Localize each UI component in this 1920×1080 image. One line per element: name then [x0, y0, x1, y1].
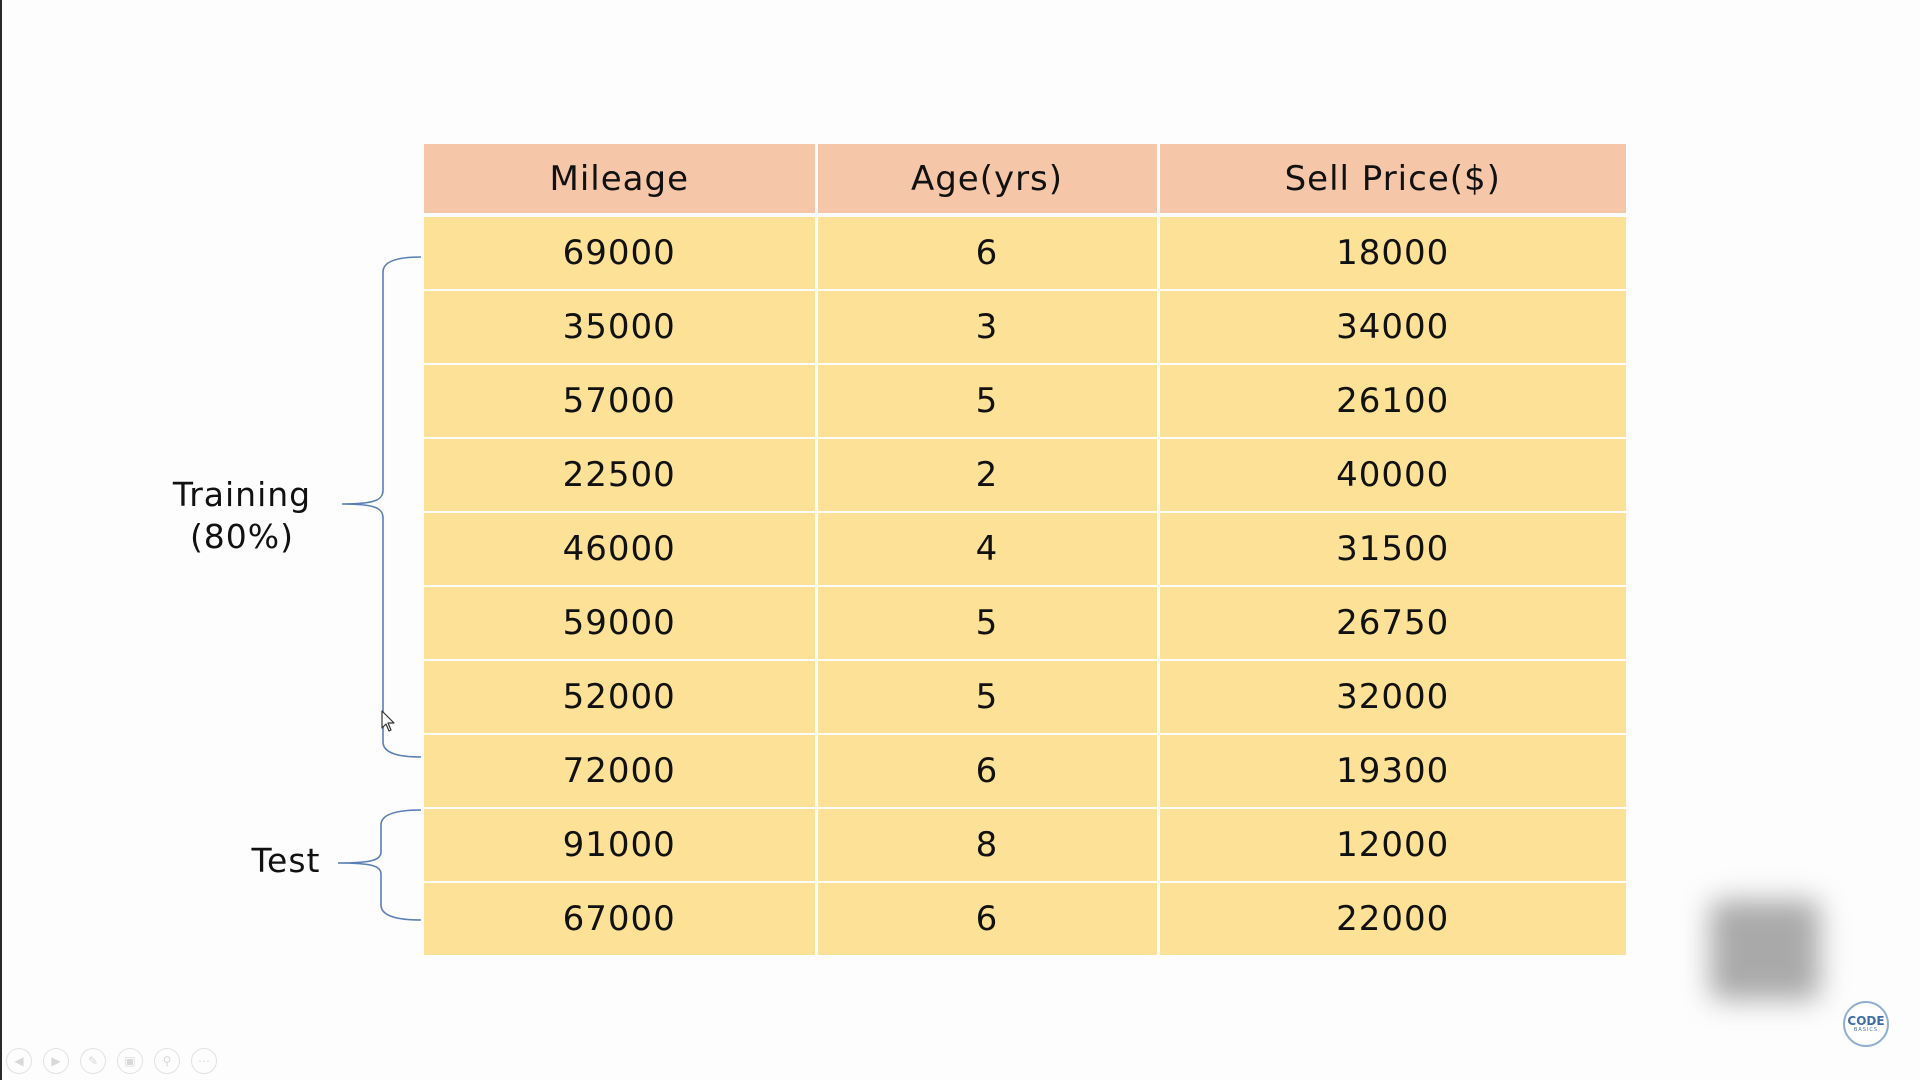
cell-sell-price: 12000: [1158, 808, 1626, 883]
cell-mileage: 59000: [424, 586, 818, 661]
window-left-edge: [0, 0, 2, 1080]
cell-age: 5: [816, 660, 1160, 735]
cell-sell-price: 31500: [1158, 512, 1626, 587]
cell-mileage: 69000: [424, 215, 818, 291]
cell-age: 5: [816, 586, 1160, 661]
training-label-line1: Training: [172, 475, 312, 514]
next-icon[interactable]: ▶: [43, 1048, 69, 1074]
data-table: Mileage Age(yrs) Sell Price($) 69000 6 1…: [424, 144, 1626, 955]
cell-age: 6: [816, 882, 1160, 955]
cell-sell-price: 26750: [1158, 586, 1626, 661]
cell-age: 2: [816, 438, 1160, 513]
table-row: 91000 8 12000: [424, 808, 1626, 883]
table-header-row: Mileage Age(yrs) Sell Price($): [424, 144, 1626, 217]
table-row: 69000 6 18000: [424, 215, 1626, 291]
mouse-pointer-icon: [381, 710, 395, 732]
cell-mileage: 57000: [424, 364, 818, 439]
cell-sell-price: 32000: [1158, 660, 1626, 735]
table-row: 22500 2 40000: [424, 438, 1626, 513]
training-label-line2: (80%): [189, 517, 295, 556]
cell-sell-price: 26100: [1158, 364, 1626, 439]
cell-mileage: 35000: [424, 290, 818, 365]
codebasics-logo: CODE BASICS: [1843, 1001, 1889, 1047]
table-row: 52000 5 32000: [424, 660, 1626, 735]
cell-age: 5: [816, 364, 1160, 439]
cell-sell-price: 22000: [1158, 882, 1626, 955]
header-age: Age(yrs): [816, 144, 1160, 217]
slides-icon[interactable]: ▣: [117, 1048, 143, 1074]
table-row: 67000 6 22000: [424, 882, 1626, 955]
table-row: 35000 3 34000: [424, 290, 1626, 365]
cell-sell-price: 18000: [1158, 215, 1626, 291]
pen-icon[interactable]: ✎: [80, 1048, 106, 1074]
test-label: Test: [251, 841, 321, 880]
table-row: 46000 4 31500: [424, 512, 1626, 587]
cell-mileage: 67000: [424, 882, 818, 955]
test-brace-icon: [337, 809, 422, 921]
table-row: 72000 6 19300: [424, 734, 1626, 809]
webcam-overlay: [1710, 900, 1820, 1000]
training-brace-icon: [341, 256, 422, 758]
presentation-controls: ◀ ▶ ✎ ▣ ⚲ ⋯: [6, 1048, 217, 1074]
table-row: 57000 5 26100: [424, 364, 1626, 439]
cell-age: 3: [816, 290, 1160, 365]
more-icon[interactable]: ⋯: [191, 1048, 217, 1074]
prev-icon[interactable]: ◀: [6, 1048, 32, 1074]
training-label: Training (80%): [172, 474, 312, 558]
zoom-icon[interactable]: ⚲: [154, 1048, 180, 1074]
header-mileage: Mileage: [424, 144, 818, 217]
cell-mileage: 91000: [424, 808, 818, 883]
cell-age: 8: [816, 808, 1160, 883]
cell-sell-price: 19300: [1158, 734, 1626, 809]
cell-mileage: 52000: [424, 660, 818, 735]
cell-mileage: 72000: [424, 734, 818, 809]
cell-mileage: 22500: [424, 438, 818, 513]
cell-age: 6: [816, 215, 1160, 291]
table-row: 59000 5 26750: [424, 586, 1626, 661]
header-sell-price: Sell Price($): [1158, 144, 1626, 217]
cell-age: 6: [816, 734, 1160, 809]
cell-sell-price: 40000: [1158, 438, 1626, 513]
cell-mileage: 46000: [424, 512, 818, 587]
cell-age: 4: [816, 512, 1160, 587]
cell-sell-price: 34000: [1158, 290, 1626, 365]
